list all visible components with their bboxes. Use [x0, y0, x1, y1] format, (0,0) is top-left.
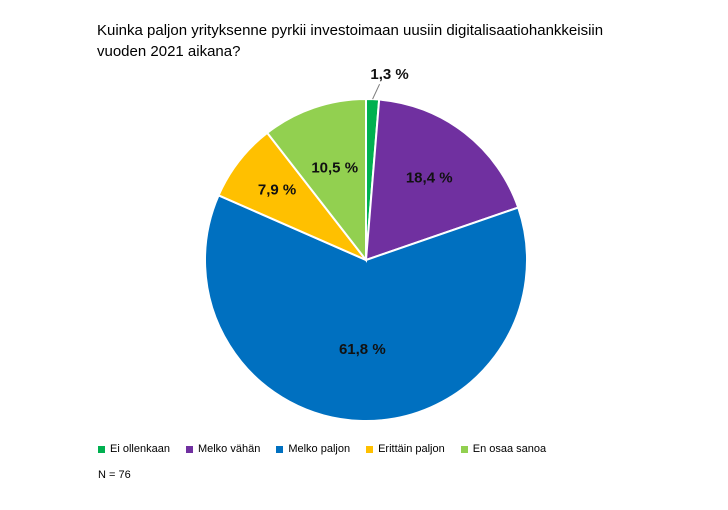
legend-swatch-3 — [276, 445, 284, 453]
legend-swatch-4 — [366, 445, 374, 453]
slice-label-1: 1,3 % — [370, 66, 408, 83]
chart-title-line-2: vuoden 2021 aikana? — [97, 43, 241, 60]
slice-label-4: 7,9 % — [258, 182, 296, 199]
legend-item-5: En osaa sanoa — [460, 443, 547, 455]
sample-size-note: N = 76 — [98, 469, 131, 481]
legend-label-5: En osaa sanoa — [472, 443, 547, 455]
slice-label-3: 61,8 % — [339, 341, 386, 358]
legend-swatch-2 — [185, 445, 193, 453]
legend-swatch-1 — [98, 445, 105, 453]
pie-slice-3 — [204, 193, 528, 422]
legend-swatch-5 — [460, 445, 468, 453]
legend-label-3: Melko paljon — [288, 443, 351, 455]
slice-label-2: 18,4 % — [406, 170, 453, 187]
legend-item-1: Ei ollenkaan — [98, 443, 170, 455]
legend-item-3: Melko paljon — [276, 443, 350, 455]
legend: Ei ollenkaan Melko vähän Melko paljon Eritt… — [98, 443, 562, 455]
legend-item-2: Melko vähän — [185, 443, 261, 455]
legend-label-1: Ei ollenkaan — [110, 443, 170, 455]
legend-item-4: Erittäin paljon — [366, 443, 445, 455]
pie-slice-5 — [265, 97, 367, 263]
legend-label-2: Melko vähän — [197, 443, 261, 455]
slice-label-5: 10,5 % — [311, 160, 358, 177]
chart-title-line-1: Kuinka paljon yrityksenne pyrkii investo… — [97, 22, 604, 39]
legend-label-4: Erittäin paljon — [378, 443, 445, 455]
chart-title: Kuinka paljon yrityksenne pyrkii investo… — [97, 20, 697, 62]
leader-line-1 — [372, 83, 381, 100]
